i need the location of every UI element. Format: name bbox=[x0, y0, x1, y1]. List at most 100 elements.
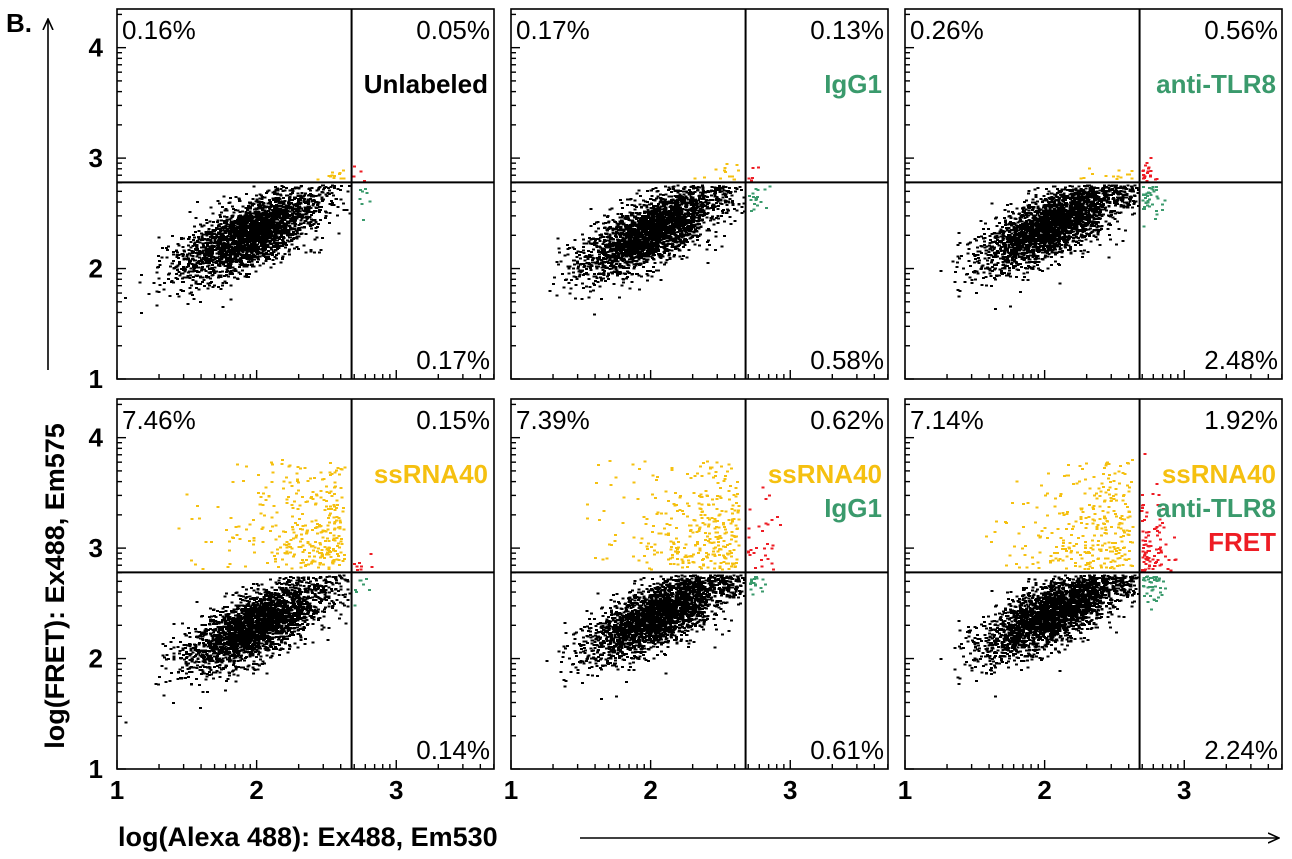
event-dot-black bbox=[226, 262, 230, 265]
event-dot-black bbox=[614, 244, 618, 247]
event-dot-black bbox=[234, 196, 238, 198]
event-dot-black bbox=[291, 190, 295, 192]
event-dot-black bbox=[265, 239, 269, 242]
event-dot-black bbox=[208, 247, 212, 250]
event-dot-black bbox=[183, 270, 187, 273]
event-dot-black bbox=[249, 263, 253, 266]
event-dot-black bbox=[305, 209, 308, 212]
event-dot-black bbox=[289, 199, 293, 201]
event-dot-black bbox=[260, 198, 264, 201]
event-dot-black bbox=[202, 224, 206, 227]
event-dot-black bbox=[228, 239, 232, 242]
event-dot-black bbox=[601, 260, 605, 263]
event-dot-black bbox=[295, 217, 299, 220]
event-dot-black bbox=[209, 280, 213, 283]
event-dot-black bbox=[219, 235, 223, 238]
event-dot-black bbox=[219, 228, 223, 231]
event-dot-black bbox=[617, 228, 621, 231]
event-dot-black bbox=[260, 237, 264, 240]
event-dot-black bbox=[223, 209, 227, 212]
event-dot-black bbox=[210, 246, 214, 249]
event-dot-black bbox=[287, 204, 291, 207]
event-dot-black bbox=[273, 255, 277, 258]
event-dot-black bbox=[669, 242, 673, 245]
event-dot-black bbox=[298, 229, 302, 231]
event-dot-black bbox=[235, 227, 239, 230]
event-dot-black bbox=[250, 202, 254, 205]
event-dot-black bbox=[180, 277, 184, 280]
event-dot-black bbox=[247, 231, 251, 234]
event-dot-green bbox=[365, 192, 369, 195]
event-dot-black bbox=[226, 235, 230, 238]
event-dot-black bbox=[224, 208, 228, 210]
event-dot-black bbox=[237, 271, 241, 274]
event-dot-black bbox=[200, 225, 204, 228]
event-dot-black bbox=[282, 240, 286, 243]
event-dot-black bbox=[600, 262, 604, 265]
event-dot-black bbox=[190, 262, 194, 265]
event-dot-black bbox=[222, 242, 226, 245]
event-dot-black bbox=[178, 261, 182, 263]
event-dot-black bbox=[716, 186, 720, 189]
event-dot-black bbox=[280, 228, 284, 231]
event-dot-black bbox=[216, 239, 220, 242]
event-dot-green bbox=[363, 188, 367, 190]
event-dot-black bbox=[217, 231, 220, 234]
event-dot-black bbox=[276, 232, 280, 235]
event-dot-black bbox=[258, 237, 262, 240]
event-dot-black bbox=[267, 213, 271, 216]
quadrant-lower-right-pct: 0.17% bbox=[416, 345, 490, 375]
event-dot-black bbox=[685, 191, 689, 194]
event-dot-black bbox=[293, 222, 297, 225]
event-dot-black bbox=[566, 253, 570, 256]
event-dot-black bbox=[636, 249, 640, 252]
event-dot-black bbox=[224, 236, 228, 239]
event-dot-black bbox=[654, 187, 658, 189]
event-dot-black bbox=[311, 204, 315, 207]
event-dot-black bbox=[270, 216, 274, 219]
event-dot-black bbox=[280, 185, 284, 188]
event-dot-black bbox=[617, 248, 621, 251]
event-dot-black bbox=[589, 225, 593, 228]
event-dot-black bbox=[267, 228, 271, 230]
event-dot-black bbox=[248, 207, 252, 210]
event-dot-black bbox=[689, 222, 693, 224]
event-dot-black bbox=[250, 230, 254, 233]
event-dot-black bbox=[573, 238, 577, 241]
event-dot-black bbox=[649, 189, 653, 192]
event-dot-black bbox=[646, 189, 650, 192]
event-dot-black bbox=[626, 229, 630, 232]
event-dot-black bbox=[653, 249, 657, 252]
event-dot-black bbox=[582, 251, 586, 254]
event-dot-black bbox=[238, 265, 241, 268]
event-dot-black bbox=[139, 311, 143, 314]
event-dot-black bbox=[300, 196, 304, 199]
event-dot-black bbox=[238, 272, 242, 275]
event-dot-black bbox=[138, 281, 142, 284]
event-dot-black bbox=[172, 267, 176, 270]
event-dot-black bbox=[674, 248, 678, 251]
event-dot-black bbox=[207, 259, 211, 261]
event-dot-black bbox=[277, 211, 281, 214]
event-dot-black bbox=[188, 270, 191, 273]
event-dot-black bbox=[647, 239, 651, 242]
event-dot-black bbox=[286, 209, 290, 212]
event-dot-black bbox=[564, 278, 568, 281]
event-dot-black bbox=[231, 234, 235, 237]
event-dot-black bbox=[175, 255, 179, 258]
event-dot-black bbox=[255, 230, 259, 233]
y-tick-label: 1 bbox=[89, 364, 103, 394]
event-dot-black bbox=[607, 239, 611, 242]
event-dot-black bbox=[277, 204, 281, 207]
event-dot-black bbox=[637, 189, 641, 192]
event-dot-black bbox=[277, 226, 281, 229]
event-dot-black bbox=[232, 251, 236, 254]
event-dot-black bbox=[695, 189, 699, 192]
event-dot-black bbox=[290, 227, 294, 230]
event-dot-black bbox=[291, 199, 295, 202]
event-dot-black bbox=[241, 231, 245, 233]
event-dot-black bbox=[246, 256, 250, 259]
event-dot-black bbox=[592, 313, 596, 316]
event-dot-black bbox=[597, 257, 601, 260]
